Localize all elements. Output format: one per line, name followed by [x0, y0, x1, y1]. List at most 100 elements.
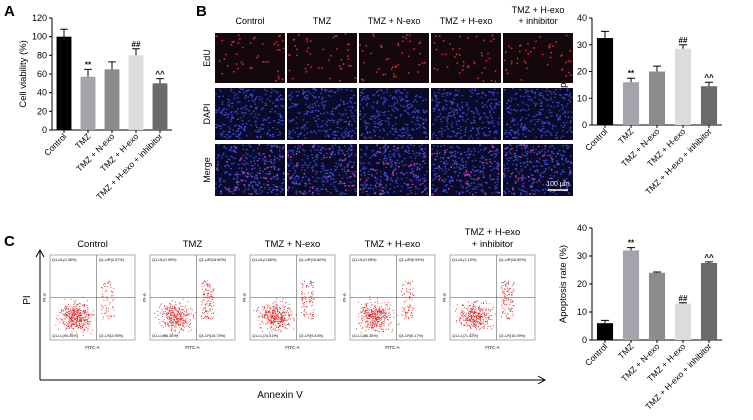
micrograph: [287, 33, 357, 83]
quadrant-lines: [150, 255, 235, 340]
plot-title: Control: [77, 239, 108, 250]
error-bar: [652, 65, 662, 72]
nuclei: [359, 144, 428, 195]
quadrant-lines: [50, 255, 135, 340]
nuclei: [215, 88, 284, 139]
nuclei: [287, 144, 357, 196]
y-tick-label: 20: [37, 106, 47, 116]
significance-label: ##: [679, 294, 688, 303]
quadrant-label: Q1-UL(0.55%): [352, 258, 377, 262]
bar: [56, 36, 72, 130]
x-tick-label: TMZ: [616, 126, 635, 145]
micrograph: [359, 33, 429, 83]
significance-label: **: [85, 60, 92, 69]
x-tick-label: TMZ: [616, 341, 635, 360]
edu-cells: [359, 144, 427, 196]
y-tick-label: 0: [582, 120, 587, 130]
y-tick-label: 120: [32, 13, 47, 23]
error-bar: [652, 271, 662, 273]
y-tick-label: 40: [37, 88, 47, 98]
quadrant-label: Q1-LL(71.42%): [452, 334, 479, 338]
y-tick-label: 20: [577, 279, 587, 289]
plot-title: TMZ + H-exo: [365, 239, 421, 250]
quadrant-label: Q1-UR(16.90%): [499, 258, 527, 262]
nuclei: [359, 88, 428, 139]
error-bar: [678, 302, 688, 304]
error-bar: [626, 247, 636, 251]
column-title: + inhibitor: [518, 16, 557, 26]
error-bar: [60, 28, 68, 37]
significance-label: ^^: [704, 253, 714, 262]
bar: [700, 86, 718, 125]
quadrant-label: Q1-LR(2.95%): [99, 334, 124, 338]
nuclei: [503, 88, 573, 139]
nuclei: [431, 88, 501, 139]
bar: [648, 71, 666, 125]
micrograph: [215, 33, 285, 83]
events: [55, 280, 115, 336]
y-axis-label: Cell viability (%): [18, 40, 29, 108]
bar: [128, 55, 144, 131]
nuclei: [431, 144, 501, 196]
quadrant-lines: [450, 255, 535, 340]
edu-cells: [503, 144, 573, 195]
panel-label: C: [4, 233, 15, 250]
y-tick-label: 100: [32, 32, 47, 42]
error-bar: [84, 68, 92, 77]
y-tick-label: 40: [577, 13, 587, 23]
quadrant-label: Q1-UL(0.38%): [52, 258, 77, 262]
column-title: TMZ + H-exo: [440, 16, 493, 26]
y-axis-label: Apoptosis rate (%): [558, 245, 569, 323]
nuclei: [503, 144, 573, 195]
edu-cells: [288, 33, 356, 82]
micrograph: [215, 88, 285, 140]
plot-x-label: FITC-A: [485, 345, 500, 350]
quadrant-label: Q1-LR(9.43%): [299, 334, 324, 338]
quadrant-label: Q1-LR(10.49%): [499, 334, 526, 338]
column-title: TMZ: [313, 16, 332, 26]
x-tick-label: Control: [42, 131, 69, 158]
plot-y-label: PI-A: [442, 293, 447, 302]
y-tick-label: 30: [577, 40, 587, 50]
error-bar: [626, 77, 636, 83]
error-bar: [704, 81, 714, 87]
quadrant-label: Q1-UR(15.60%): [299, 258, 327, 262]
bar: [674, 48, 692, 126]
y-tick-label: 10: [577, 93, 587, 103]
column-title: TMZ + N-exo: [368, 16, 421, 26]
events: [454, 280, 515, 335]
plot-y-label: PI-A: [142, 293, 147, 302]
bar: [596, 38, 614, 125]
axis-arrow: [35, 248, 45, 380]
x-tick-label: Control: [583, 341, 610, 368]
plot-x-label: FITC-A: [85, 345, 100, 350]
events: [154, 280, 215, 336]
x-tick-label: TMZ: [73, 131, 92, 150]
bar: [596, 323, 614, 340]
quadrant-label: Q1-UR(6.93%): [399, 258, 425, 262]
panel-label: A: [4, 3, 15, 20]
bar: [700, 263, 718, 340]
y-tick-label: 0: [582, 335, 587, 345]
bar: [104, 69, 120, 130]
quadrant-label: Q1-LL(94.45%): [52, 334, 79, 338]
y-tick-label: 10: [577, 307, 587, 317]
error-bar: [678, 44, 688, 49]
y-tick-label: 80: [37, 50, 47, 60]
column-title: Control: [235, 16, 264, 26]
quadrant-label: Q1-UL(0.99%): [152, 258, 177, 262]
bar: [674, 303, 692, 340]
significance-label: ^^: [704, 73, 714, 82]
plot-y-label: PI-A: [342, 293, 347, 302]
column-title: TMZ + H-exo: [512, 5, 565, 15]
quadrant-label: Q1-UR(16.90%): [199, 258, 227, 262]
significance-label: ^^: [155, 70, 165, 79]
error-bar: [600, 319, 610, 324]
quadrant-lines: [250, 255, 335, 340]
quadrant-label: Q1-UL(1.19%): [452, 258, 477, 262]
y-tick-label: 0: [42, 125, 47, 135]
edu-cells: [215, 34, 285, 82]
axis-label: Annexin V: [257, 390, 303, 401]
micrograph: [503, 33, 573, 83]
